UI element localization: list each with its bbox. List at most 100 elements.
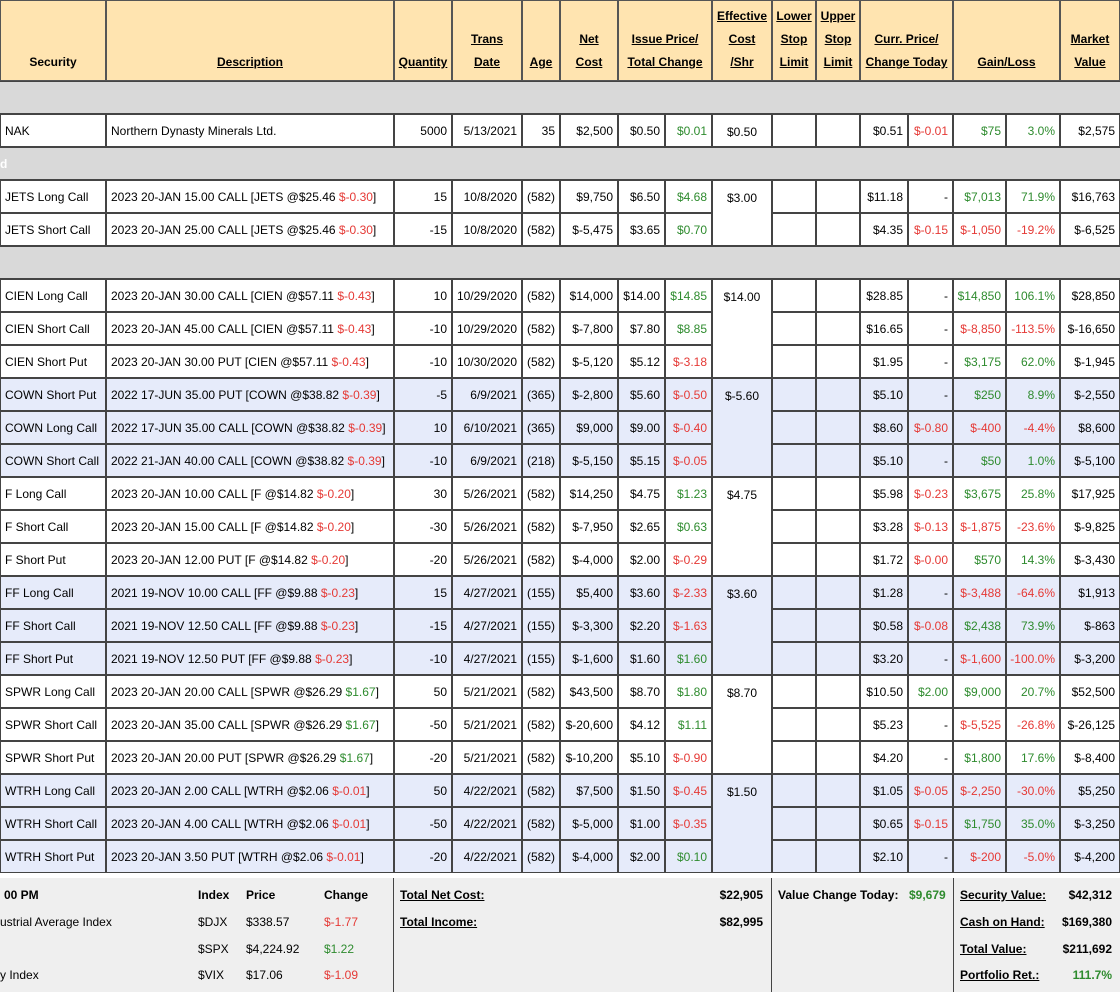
cell-upper-stop xyxy=(816,708,860,741)
age-value: (155) xyxy=(526,618,555,633)
cell-curr-price: $16.65 xyxy=(860,312,908,345)
total-change-value: $1.80 xyxy=(676,684,707,699)
cell-lower-stop xyxy=(772,411,816,444)
cell-net-cost: $14,000 xyxy=(560,279,618,312)
cell-trans-date: 4/22/2021 xyxy=(452,840,522,873)
underlying-price: $14.82 xyxy=(271,552,308,567)
cell-gain-pct: -19.2% xyxy=(1006,213,1060,246)
cell-market-value: $-863 xyxy=(1060,609,1120,642)
quantity-value: -50 xyxy=(429,816,447,831)
age-value: (582) xyxy=(526,321,555,336)
cell-gain-loss: $-5,525 xyxy=(953,708,1006,741)
quantity-value: -20 xyxy=(429,750,447,765)
age-value: (582) xyxy=(526,684,555,699)
option-description: 2023 20-JAN 4.00 CALL [WTRH @ xyxy=(111,816,299,831)
bracket: ] xyxy=(371,288,375,303)
cell-issue-price: $6.50 xyxy=(618,180,665,213)
cell-quantity: -10 xyxy=(394,312,452,345)
cell-security: WTRH Short Call xyxy=(0,807,106,840)
curr-price-value: $5.10 xyxy=(872,387,903,402)
cell-lower-stop xyxy=(772,840,816,873)
trans-date-value: 10/8/2020 xyxy=(463,222,517,237)
bracket: ] xyxy=(382,420,386,435)
change-today-value: $-0.05 xyxy=(913,783,948,798)
trans-date-value: 5/21/2021 xyxy=(463,684,517,699)
header-label-stack: Effective Cost/Shr xyxy=(717,5,767,74)
cell-lower-stop xyxy=(772,345,816,378)
cell-curr-price: $28.85 xyxy=(860,279,908,312)
gain-pct-value: 20.7% xyxy=(1020,684,1055,699)
cell-gain-loss: $-200 xyxy=(953,840,1006,873)
cell-trans-date: 4/27/2021 xyxy=(452,642,522,675)
cell-gain-loss: $2,438 xyxy=(953,609,1006,642)
cell-gain-loss: $7,013 xyxy=(953,180,1006,213)
underlying-price: $26.29 xyxy=(305,684,343,699)
cell-change-today: $-0.05 xyxy=(908,774,953,807)
curr-price-value: $1.28 xyxy=(872,585,903,600)
gain-loss-value: $-1,875 xyxy=(960,519,1001,534)
cell-change-today: - xyxy=(908,378,953,411)
security-value: $42,312 xyxy=(1068,888,1112,902)
header-text: Limit xyxy=(823,55,853,69)
age-value: (582) xyxy=(526,849,555,864)
issue-price-value: $0.50 xyxy=(629,123,660,138)
underlying-price: $57.11 xyxy=(298,321,334,336)
cell-effective-cost: $3.60 xyxy=(712,576,772,675)
cell-change-today: - xyxy=(908,840,953,873)
cell-issue-price: $14.00 xyxy=(618,279,665,312)
cell-gain-pct: 3.0% xyxy=(1006,114,1060,147)
cell-net-cost: $-7,800 xyxy=(560,312,618,345)
cell-issue-price: $2.00 xyxy=(618,840,665,873)
issue-price-value: $7.80 xyxy=(629,321,660,336)
header-label-stack: Trans Date xyxy=(471,28,503,74)
gain-pct-value: 62.0% xyxy=(1020,354,1055,369)
cell-upper-stop xyxy=(816,444,860,477)
curr-price-value: $11.18 xyxy=(867,189,903,204)
cell-curr-price: $3.20 xyxy=(860,642,908,675)
total-change-value: $-0.45 xyxy=(672,783,707,798)
cell-curr-price: $1.05 xyxy=(860,774,908,807)
change-today-value: - xyxy=(944,651,948,666)
cell-upper-stop xyxy=(816,675,860,708)
cell-gain-pct: 71.9% xyxy=(1006,180,1060,213)
security-name: WTRH Short Put xyxy=(5,849,95,864)
gain-loss-value: $-1,050 xyxy=(960,222,1001,237)
quantity-value: -50 xyxy=(429,717,447,732)
header-label-stack: Upper Stop Limit xyxy=(821,5,856,74)
cell-net-cost: $-1,600 xyxy=(560,642,618,675)
cell-gain-pct: -26.8% xyxy=(1006,708,1060,741)
gain-pct-value: -30.0% xyxy=(1016,783,1055,798)
option-description: 2021 19-NOV 10.00 CALL [FF @ xyxy=(111,585,288,600)
cell-gain-pct: 35.0% xyxy=(1006,807,1060,840)
cell-change-today: $-0.01 xyxy=(908,114,953,147)
cell-market-value: $17,925 xyxy=(1060,477,1120,510)
change-today-value: - xyxy=(944,750,948,765)
cell-gain-loss: $-2,250 xyxy=(953,774,1006,807)
option-description: 2023 20-JAN 20.00 CALL [SPWR @ xyxy=(111,684,306,699)
curr-price-value: $3.20 xyxy=(872,651,903,666)
cell-market-value: $52,500 xyxy=(1060,675,1120,708)
market-value: $-2,550 xyxy=(1074,387,1115,402)
underlying-change: $-0.43 xyxy=(331,354,366,369)
bracket: ] xyxy=(376,387,380,402)
cell-issue-price: $1.50 xyxy=(618,774,665,807)
issue-price-value: $2.65 xyxy=(629,519,660,534)
total-change-value: $0.01 xyxy=(676,123,707,138)
quantity-value: -15 xyxy=(429,222,447,237)
option-description: 2023 20-JAN 3.50 PUT [WTRH @ xyxy=(111,849,294,864)
cell-gain-loss: $3,175 xyxy=(953,345,1006,378)
security-name: F Short Call xyxy=(5,519,69,534)
cell-market-value: $2,575 xyxy=(1060,114,1120,147)
underlying-price: $26.29 xyxy=(305,717,343,732)
cell-description: 2023 20-JAN 20.00 CALL [SPWR @ $26.29 $1… xyxy=(106,675,394,708)
underlying-price: $2.06 xyxy=(298,783,329,798)
cell-upper-stop xyxy=(816,543,860,576)
header-label-stack: Description xyxy=(217,51,283,74)
gain-loss-value: $570 xyxy=(974,552,1001,567)
bracket: ] xyxy=(371,321,375,336)
security-name: SPWR Short Call xyxy=(5,717,98,732)
header-label-stack: Curr. Price/Change Today xyxy=(866,28,948,74)
cell-quantity: 15 xyxy=(394,576,452,609)
cell-description: 2022 21-JAN 40.00 CALL [COWN @ $38.82 $-… xyxy=(106,444,394,477)
issue-price-value: $1.00 xyxy=(629,816,660,831)
